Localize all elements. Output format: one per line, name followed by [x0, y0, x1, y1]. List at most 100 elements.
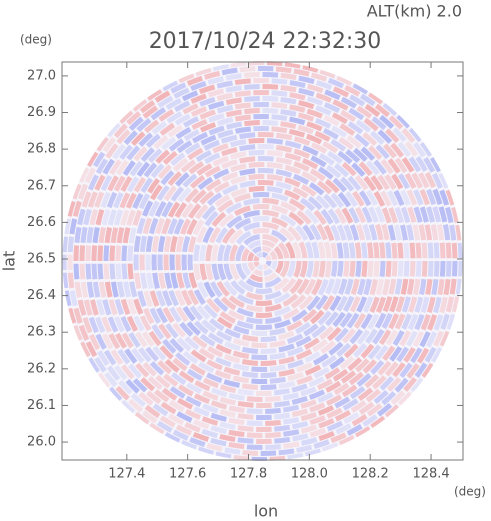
echo-cell: [395, 296, 405, 313]
echo-cell: [408, 156, 422, 173]
x-tick-label: 128.2: [352, 467, 389, 482]
echo-cell: [288, 211, 305, 226]
echo-cell: [262, 240, 276, 249]
echo-cell: [413, 206, 423, 223]
echo-cell: [307, 196, 323, 211]
echo-cell: [95, 209, 105, 226]
echo-cell: [439, 242, 446, 259]
y-tick-label: 26.3: [27, 325, 56, 340]
echo-cell: [210, 437, 227, 447]
echo-cell: [188, 272, 198, 289]
echo-cell: [72, 324, 83, 342]
echo-cell: [287, 359, 304, 369]
echo-cell: [269, 327, 286, 336]
echo-cell: [318, 152, 335, 166]
echo-cell: [216, 281, 230, 298]
echo-cell: [87, 357, 100, 374]
echo-cell: [367, 261, 374, 277]
echo-cell: [306, 121, 323, 132]
echo-cell: [241, 371, 258, 378]
echo-cell: [133, 315, 145, 332]
echo-cell: [207, 345, 224, 358]
echo-cell: [252, 228, 270, 235]
echo-cell: [427, 261, 434, 277]
echo-cell: [325, 380, 342, 393]
echo-cell: [221, 171, 238, 182]
echo-cell: [152, 403, 169, 417]
echo-cell: [79, 245, 86, 261]
echo-cell: [284, 177, 301, 188]
altitude-label: ALT(km) 2.0: [367, 2, 462, 21]
echo-cell: [198, 347, 215, 361]
echo-cell: [230, 163, 247, 173]
echo-cell: [375, 345, 389, 361]
echo-cell: [173, 87, 190, 99]
echo-cell: [202, 226, 215, 244]
echo-cell: [110, 227, 119, 244]
echo-cell: [330, 242, 338, 259]
echo-cell: [80, 226, 88, 243]
echo-cell: [314, 130, 331, 142]
echo-cell: [74, 281, 83, 298]
echo-cell: [366, 242, 374, 259]
echo-cell: [169, 235, 178, 253]
echo-cell: [172, 157, 189, 172]
echo-cell: [233, 193, 251, 203]
echo-cell: [280, 121, 297, 129]
echo-cell: [193, 419, 210, 430]
echo-cell: [342, 242, 350, 259]
echo-cell: [318, 430, 335, 442]
echo-cell: [223, 366, 241, 376]
echo-cell: [153, 135, 169, 149]
echo-cell: [226, 121, 243, 130]
echo-cell: [280, 84, 297, 93]
echo-cell: [202, 377, 219, 389]
echo-cell: [262, 96, 279, 102]
echo-cell: [170, 272, 179, 289]
echo-cell: [241, 247, 250, 261]
echo-cell: [242, 449, 259, 456]
echo-cell: [166, 111, 183, 124]
echo-cell: [252, 216, 270, 223]
echo-cell: [385, 261, 392, 277]
echo-cell: [113, 175, 126, 192]
echo-cell: [255, 299, 273, 307]
echo-cell: [271, 229, 288, 243]
echo-cell: [291, 241, 302, 259]
echo-cell: [324, 261, 332, 278]
echo-cell: [414, 296, 424, 313]
echo-cell: [293, 136, 311, 146]
echo-cell: [362, 224, 372, 241]
echo-cell: [139, 100, 156, 114]
echo-cell: [355, 261, 362, 277]
echo-cell: [182, 272, 192, 289]
echo-cell: [251, 246, 262, 254]
echo-cell: [151, 324, 165, 340]
echo-cell: [203, 304, 218, 319]
echo-cell: [392, 127, 407, 143]
echo-cell: [243, 72, 260, 78]
echo-cell: [85, 263, 92, 280]
echo-cell: [162, 307, 175, 324]
echo-cell: [308, 376, 325, 388]
echo-cell: [384, 174, 397, 190]
echo-cell: [415, 155, 428, 172]
echo-cell: [203, 281, 216, 299]
echo-cell: [219, 311, 236, 324]
echo-cell: [408, 127, 423, 143]
echo-cell: [389, 296, 399, 313]
echo-cell: [326, 164, 342, 179]
echo-cell: [191, 118, 208, 130]
echo-cell: [354, 133, 370, 148]
echo-cell: [357, 278, 366, 296]
echo-cell: [262, 222, 280, 231]
echo-cell: [433, 330, 444, 347]
echo-cell: [271, 90, 288, 97]
echo-cell: [243, 84, 260, 90]
echo-cell: [83, 299, 93, 316]
echo-cell: [253, 90, 269, 96]
echo-cell: [275, 181, 292, 191]
echo-cell: [404, 172, 417, 189]
echo-cell: [343, 343, 359, 359]
echo-cell: [242, 210, 260, 219]
